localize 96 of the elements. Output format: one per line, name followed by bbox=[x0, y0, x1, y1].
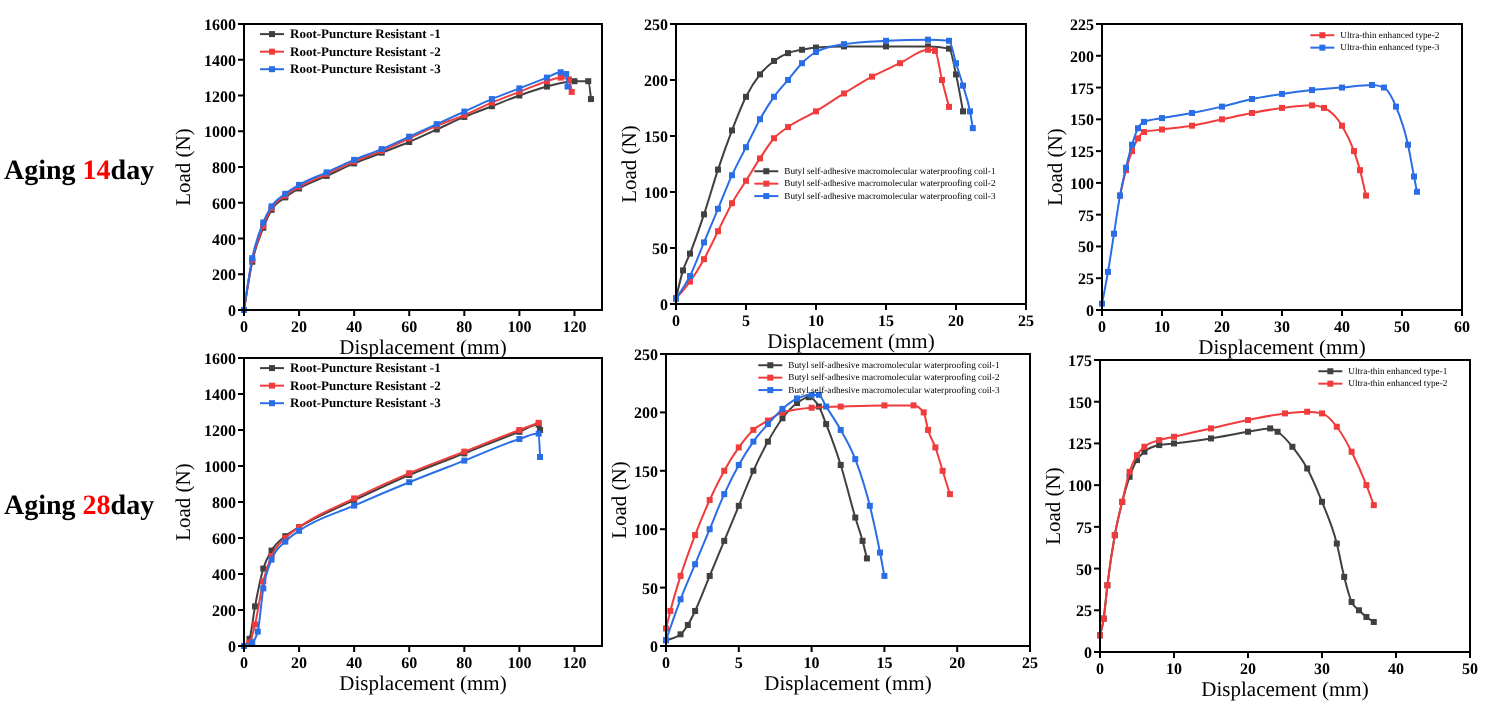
x-tick-label: 80 bbox=[456, 654, 473, 672]
x-tick-label: 15 bbox=[878, 312, 894, 330]
y-axis-title: Load (N) bbox=[620, 124, 642, 203]
y-tick-label: 100 bbox=[644, 184, 668, 202]
x-tick-label: 120 bbox=[562, 654, 587, 672]
y-tick-label: 200 bbox=[212, 602, 236, 620]
y-tick-label: 200 bbox=[1070, 47, 1094, 66]
y-tick-label: 250 bbox=[634, 346, 658, 364]
x-tick-label: 50 bbox=[1462, 660, 1478, 678]
x-tick-label: 20 bbox=[291, 318, 308, 336]
x-tick-label: 100 bbox=[507, 654, 532, 672]
y-tick-label: 0 bbox=[650, 638, 658, 656]
y-tick-label: 50 bbox=[1078, 238, 1094, 257]
y-axis-title: Load (N) bbox=[174, 462, 196, 541]
y-tick-label: 125 bbox=[1070, 143, 1094, 162]
x-tick-label: 20 bbox=[1240, 660, 1256, 678]
y-axis-title: Load (N) bbox=[174, 127, 196, 206]
y-tick-label: 200 bbox=[644, 72, 668, 90]
y-tick-label: 125 bbox=[1068, 435, 1092, 454]
y-tick-label: 600 bbox=[212, 194, 236, 213]
y-tick-label: 50 bbox=[642, 579, 658, 598]
x-tick-label: 30 bbox=[1314, 660, 1330, 678]
x-tick-label: 60 bbox=[401, 654, 418, 672]
x-axis-title: Displacement (mm) bbox=[767, 332, 936, 354]
x-tick-label: 40 bbox=[346, 318, 363, 336]
y-axis-title: Load (N) bbox=[610, 460, 632, 539]
y-tick-label: 800 bbox=[212, 494, 236, 512]
y-tick-label: 175 bbox=[1068, 352, 1092, 370]
y-tick-label: 50 bbox=[1076, 560, 1092, 579]
x-tick-label: 0 bbox=[672, 312, 680, 330]
y-tick-label: 600 bbox=[212, 530, 236, 548]
y-tick-label: 1200 bbox=[204, 422, 236, 440]
y-tick-label: 150 bbox=[634, 462, 658, 481]
y-tick-label: 400 bbox=[212, 230, 236, 249]
y-tick-label: 800 bbox=[212, 159, 236, 177]
x-tick-label: 20 bbox=[948, 312, 964, 330]
x-axis-title: Displacement (mm) bbox=[339, 674, 508, 696]
y-tick-label: 25 bbox=[1076, 602, 1092, 621]
x-tick-label: 0 bbox=[240, 318, 248, 336]
x-tick-label: 30 bbox=[1274, 318, 1290, 336]
y-tick-label: 225 bbox=[1070, 16, 1094, 34]
y-tick-label: 1600 bbox=[204, 16, 236, 34]
x-tick-label: 25 bbox=[1018, 312, 1034, 330]
x-tick-label: 100 bbox=[507, 318, 532, 336]
x-tick-label: 40 bbox=[1388, 660, 1404, 678]
x-tick-label: 80 bbox=[456, 318, 473, 336]
y-tick-label: 75 bbox=[1078, 206, 1094, 225]
y-tick-label: 75 bbox=[1076, 518, 1092, 537]
y-tick-label: 1000 bbox=[204, 123, 236, 142]
y-tick-label: 1400 bbox=[204, 51, 236, 70]
text: Aging 28day bbox=[4, 492, 155, 522]
x-tick-label: 40 bbox=[346, 654, 363, 672]
y-axis-title: Load (N) bbox=[1046, 127, 1068, 206]
x-tick-label: 60 bbox=[401, 318, 418, 336]
x-tick-label: 5 bbox=[734, 654, 743, 672]
x-tick-label: 10 bbox=[1166, 660, 1182, 678]
y-tick-label: 0 bbox=[228, 638, 236, 656]
y-tick-label: 1200 bbox=[204, 87, 236, 106]
x-axis-title: Displacement (mm) bbox=[1198, 338, 1367, 360]
y-axis-title: Load (N) bbox=[1044, 466, 1066, 545]
x-tick-label: 10 bbox=[808, 312, 824, 330]
x-tick-label: 5 bbox=[742, 312, 750, 330]
x-tick-label: 25 bbox=[1022, 654, 1038, 672]
y-tick-label: 250 bbox=[644, 16, 668, 34]
y-tick-label: 150 bbox=[1070, 111, 1094, 130]
x-tick-label: 20 bbox=[1214, 318, 1230, 336]
y-tick-label: 1000 bbox=[204, 458, 236, 476]
x-tick-label: 10 bbox=[803, 654, 820, 672]
x-tick-label: 20 bbox=[291, 654, 308, 672]
y-tick-label: 175 bbox=[1070, 79, 1094, 98]
y-tick-label: 400 bbox=[212, 566, 236, 584]
x-tick-label: 120 bbox=[562, 318, 587, 336]
y-tick-label: 50 bbox=[652, 240, 668, 258]
x-tick-label: 40 bbox=[1334, 318, 1350, 336]
y-tick-label: 25 bbox=[1078, 270, 1094, 289]
y-tick-label: 150 bbox=[1068, 393, 1092, 412]
x-tick-label: 0 bbox=[1098, 318, 1106, 336]
y-tick-label: 200 bbox=[212, 266, 236, 285]
y-tick-label: 200 bbox=[634, 404, 658, 423]
x-tick-label: 50 bbox=[1394, 318, 1410, 336]
y-tick-label: 1400 bbox=[204, 386, 236, 404]
x-axis-title: Displacement (mm) bbox=[764, 674, 933, 696]
x-tick-label: 10 bbox=[1154, 318, 1170, 336]
y-tick-label: 100 bbox=[634, 521, 658, 540]
x-axis-title: Displacement (mm) bbox=[1201, 680, 1370, 702]
x-axis-title: Displacement (mm) bbox=[339, 338, 508, 360]
y-tick-label: 1600 bbox=[204, 350, 236, 368]
x-tick-label: 15 bbox=[876, 654, 893, 672]
y-tick-label: 100 bbox=[1068, 477, 1092, 496]
y-tick-label: 0 bbox=[660, 296, 668, 314]
x-tick-label: 60 bbox=[1454, 318, 1470, 336]
text: Aging 14day bbox=[4, 157, 155, 187]
x-tick-label: 0 bbox=[240, 654, 248, 672]
x-tick-label: 20 bbox=[949, 654, 966, 672]
y-tick-label: 150 bbox=[644, 128, 668, 146]
y-tick-label: 100 bbox=[1070, 174, 1094, 193]
